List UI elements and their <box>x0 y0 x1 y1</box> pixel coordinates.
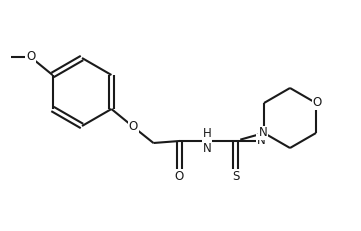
Text: S: S <box>232 170 239 183</box>
Text: N: N <box>258 127 268 140</box>
Text: O: O <box>312 97 322 109</box>
Text: N: N <box>257 134 266 148</box>
Text: O: O <box>26 51 35 64</box>
Text: O: O <box>129 121 138 134</box>
Text: H
N: H N <box>203 127 212 155</box>
Text: O: O <box>175 170 184 183</box>
